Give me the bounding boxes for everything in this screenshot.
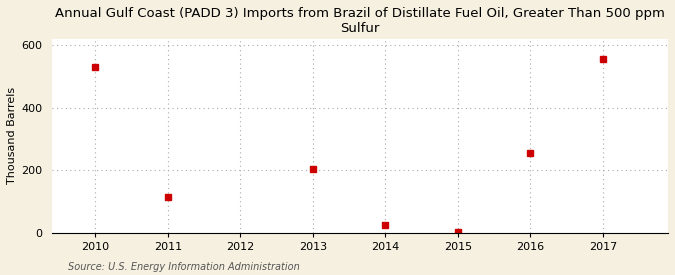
- Text: Source: U.S. Energy Information Administration: Source: U.S. Energy Information Administ…: [68, 262, 299, 272]
- Title: Annual Gulf Coast (PADD 3) Imports from Brazil of Distillate Fuel Oil, Greater T: Annual Gulf Coast (PADD 3) Imports from …: [55, 7, 665, 35]
- Y-axis label: Thousand Barrels: Thousand Barrels: [7, 87, 17, 184]
